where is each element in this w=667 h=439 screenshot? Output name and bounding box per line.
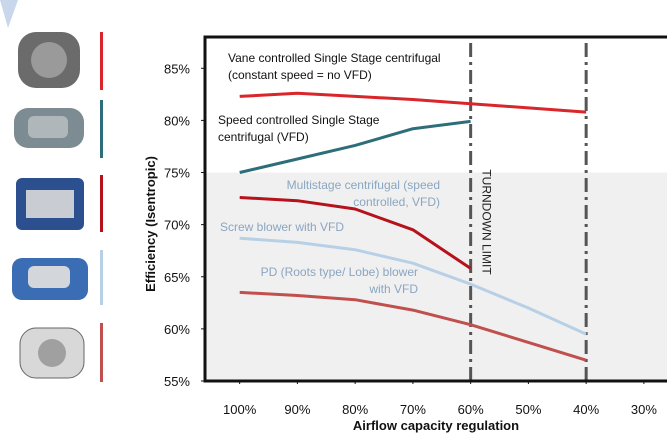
series-label: PD (Roots type/ Lobe) blower xyxy=(261,265,418,279)
multistage-detail xyxy=(26,190,74,218)
plot-frame xyxy=(203,35,667,383)
series-line xyxy=(239,196,472,270)
y-tick-label: 80% xyxy=(164,113,190,128)
x-tick-label: 90% xyxy=(284,402,310,417)
y-tick-label: 55% xyxy=(164,374,190,389)
x-tick-label: 30% xyxy=(631,402,657,417)
legend-bar xyxy=(100,100,103,158)
series-line xyxy=(239,236,587,336)
turndown-label: TURNDOWN LIMIT xyxy=(480,169,494,275)
x-tick-label: 80% xyxy=(342,402,368,417)
series-label: Vane controlled Single Stage centrifugal xyxy=(228,51,441,65)
series-label: with VFD xyxy=(368,282,418,296)
y-tick-label: 85% xyxy=(164,61,190,76)
series-label: (constant speed = no VFD) xyxy=(228,68,372,82)
legend-bar xyxy=(100,250,103,305)
series-label: Speed controlled Single Stage xyxy=(218,113,380,127)
series-line xyxy=(239,91,587,114)
legend-bar xyxy=(100,175,103,232)
corner-decoration xyxy=(0,0,18,28)
x-tick-label: 50% xyxy=(515,402,541,417)
x-tick-label: 70% xyxy=(400,402,426,417)
x-tick-label: 60% xyxy=(458,402,484,417)
series-label: centrifugal (VFD) xyxy=(218,130,309,144)
y-tick-label: 70% xyxy=(164,218,190,233)
pd-blower-detail xyxy=(38,339,66,367)
y-tick-label: 75% xyxy=(164,166,190,181)
legend-bar xyxy=(100,323,103,382)
series-label: Multistage centrifugal (speed xyxy=(287,178,440,192)
series-label: Screw blower with VFD xyxy=(220,220,344,234)
y-tick-label: 60% xyxy=(164,322,190,337)
y-axis-title: Efficiency (Isentropic) xyxy=(143,156,158,292)
speed-blower-detail xyxy=(28,116,68,138)
x-tick-label: 40% xyxy=(573,402,599,417)
x-tick-label: 100% xyxy=(223,402,257,417)
screw-blower-detail xyxy=(28,266,70,288)
x-axis-title: Airflow capacity regulation xyxy=(353,418,519,433)
vane-blower-detail xyxy=(31,42,67,78)
legend-bar xyxy=(100,32,103,90)
y-tick-label: 65% xyxy=(164,270,190,285)
series-line xyxy=(239,290,587,362)
shaded-region xyxy=(205,172,667,381)
series-label: controlled, VFD) xyxy=(353,195,440,209)
equipment-images xyxy=(12,32,88,379)
series-line xyxy=(239,119,471,174)
